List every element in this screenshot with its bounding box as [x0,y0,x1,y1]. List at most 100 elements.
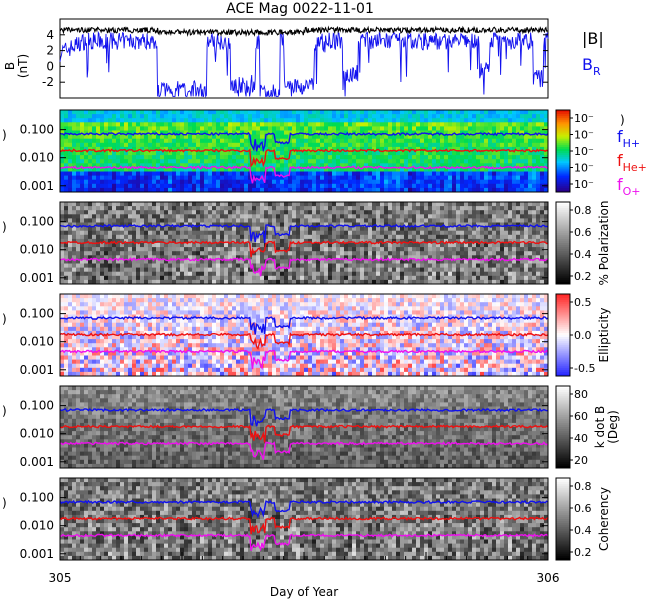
spectrogram-cell [104,183,109,189]
spectrogram-cell [156,218,161,223]
spectrogram-cell [412,167,417,172]
spectrogram-cell [64,238,69,244]
spectrogram-cell [336,271,341,277]
spectrogram-cell [372,146,377,152]
spectrogram-cell [208,275,213,281]
spectrogram-cell [392,210,397,215]
spectrogram-cell [60,234,65,240]
spectrogram-cell [176,110,181,115]
spectrogram-cell [352,247,357,252]
spectrogram-cell [268,275,273,281]
spectrogram-cell [292,187,297,193]
spectrogram-cell [268,206,273,211]
spectrogram-cell [196,138,201,144]
spectrogram-cell [124,222,129,227]
spectrogram-cell [272,230,277,236]
spectrogram-cell [276,218,281,223]
spectrogram-cell [228,175,233,181]
spectrogram-cell [140,251,145,256]
spectrogram-cell [60,271,65,277]
spectrogram-cell [480,247,485,252]
spectrogram-cell [308,130,313,135]
spectrogram-cell [316,230,321,236]
spectrogram-cell [352,259,357,264]
spectrogram-cell [464,226,469,232]
spectrogram-cell [264,175,269,181]
spectrogram-cell [212,167,217,172]
spectrogram-cell [116,179,121,185]
spectrogram-cell [136,110,141,115]
spectrogram-cell [264,247,269,252]
spectrogram-cell [120,263,125,268]
spectrogram-cell [480,183,485,189]
spectrogram-cell [300,271,305,277]
spectrogram-cell [452,171,457,176]
spectrogram-cell [428,171,433,176]
spectrogram-cell [64,267,69,273]
spectrogram-cell [328,206,333,211]
spectrogram-cell [168,110,173,115]
spectrogram-cell [240,230,245,236]
spectrogram-cell [320,202,325,207]
spectrogram-cell [200,230,205,236]
spectrogram-cell [376,130,381,135]
spectrogram-cell [420,187,425,193]
spectrogram-cell [312,226,317,232]
spectrogram-cell [436,214,441,219]
spectrogram-cell [328,114,333,119]
spectrogram-cell [344,210,349,215]
spectrogram-cell [436,255,441,260]
spectrogram-cell [112,175,117,181]
spectrogram-cell [280,234,285,240]
spectrogram-cell [408,222,413,227]
spectrogram-cell [224,226,229,232]
spectrogram-cell [316,126,321,131]
spectrogram-cell [532,238,537,244]
spectrogram-cell [272,110,277,115]
spectrogram-cell [520,167,525,172]
spectrogram-cell [544,279,549,285]
spectrogram-cell [352,155,357,160]
spectrogram-cell [296,214,301,219]
spectrogram-cell [520,218,525,223]
spectrogram-cell [448,175,453,181]
spectrogram-cell [188,267,193,273]
spectrogram-cell [256,187,261,193]
spectrogram-cell [344,126,349,131]
spectrogram-cell [328,110,333,115]
spectrogram-cell [88,171,93,176]
spectrogram-cell [532,202,537,207]
spectrogram-cell [308,122,313,127]
spectrogram-cell [256,226,261,232]
spectrogram-cell [156,206,161,211]
spectrogram-cell [184,234,189,240]
spectrogram-cell [364,222,369,227]
spectrogram-cell [140,255,145,260]
spectrogram-cell [500,179,505,185]
spectrogram-cell [224,163,229,168]
spectrogram-cell [188,247,193,252]
spectrogram-cell [68,230,73,236]
spectrogram-cell [104,114,109,119]
spectrogram-cell [68,118,73,123]
spectrogram-cell [336,179,341,185]
spectrogram-cell [404,218,409,223]
spectrogram-cell [460,151,465,156]
spectrogram-cell [132,138,137,144]
spectrogram-cell [528,175,533,181]
spectrogram-cell [272,267,277,273]
spectrogram-cell [240,138,245,144]
spectrogram-cell [412,243,417,248]
spectrogram-cell [512,226,517,232]
spectrogram-cell [156,187,161,193]
spectrogram-cell [164,171,169,176]
spectrogram-cell [268,222,273,227]
spectrogram-cell [392,146,397,152]
spectrogram-cell [192,259,197,264]
spectrogram-cell [100,134,105,140]
spectrogram-cell [204,159,209,164]
spectrogram-cell [384,214,389,219]
spectrogram-cell [228,122,233,127]
spectrogram-cell [272,214,277,219]
spectrogram-cell [88,226,93,232]
